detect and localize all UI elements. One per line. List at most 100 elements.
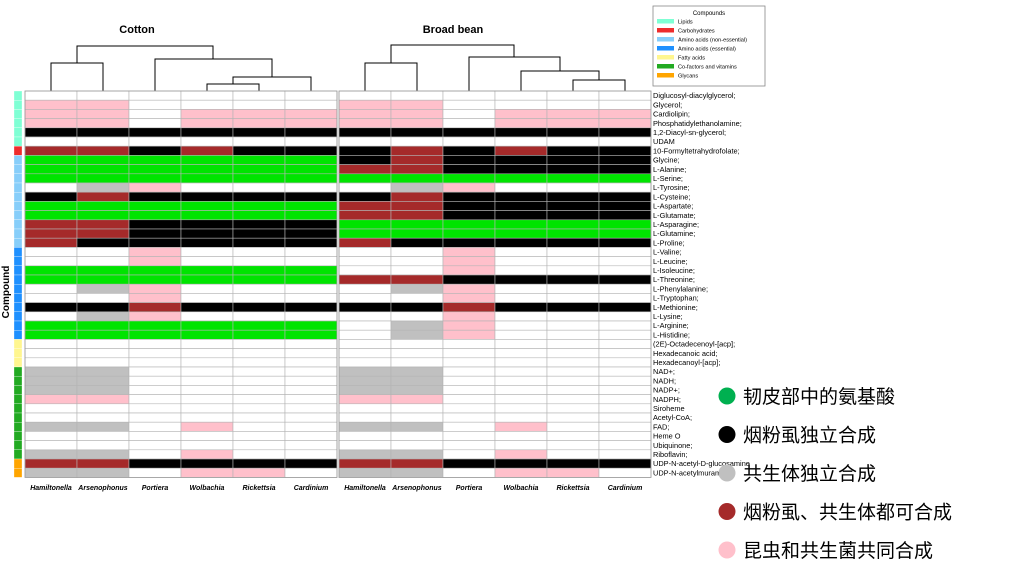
row-label: L-Phenylalanine; bbox=[653, 284, 708, 293]
heatmap-cell bbox=[232, 219, 286, 230]
row-label: L-Threonine; bbox=[653, 275, 695, 284]
heatmap-cell bbox=[284, 293, 338, 303]
heatmap-cell bbox=[442, 164, 496, 175]
heatmap-cell bbox=[546, 283, 600, 294]
heatmap-cell bbox=[598, 155, 652, 165]
heatmap-cell bbox=[494, 366, 548, 377]
heatmap-cell bbox=[76, 90, 130, 101]
row-label: Glycine; bbox=[653, 156, 680, 165]
heatmap-cell bbox=[338, 458, 392, 469]
heatmap-cell bbox=[390, 421, 444, 432]
heatmap-cell bbox=[494, 256, 548, 267]
heatmap-cell bbox=[284, 136, 338, 147]
category-cell bbox=[13, 376, 23, 386]
category-cell bbox=[13, 320, 23, 331]
heatmap-cell bbox=[390, 348, 444, 359]
legend-swatch bbox=[657, 19, 674, 24]
panel-title-broad-bean: Broad bean bbox=[423, 24, 484, 36]
heatmap-cell bbox=[390, 293, 444, 303]
heatmap-cell bbox=[128, 173, 182, 184]
heatmap-cell bbox=[76, 293, 130, 303]
heatmap-cell bbox=[338, 201, 392, 211]
heatmap-cell bbox=[232, 136, 286, 147]
heatmap-cell bbox=[390, 283, 444, 294]
row-label: L-Leucine; bbox=[653, 257, 688, 266]
heatmap-cell bbox=[128, 136, 182, 147]
heatmap-cell bbox=[494, 357, 548, 368]
row-label: L-Arginine; bbox=[653, 321, 689, 330]
heatmap-cell bbox=[442, 339, 496, 349]
column-label: Hamiltonella bbox=[344, 485, 386, 492]
legend-title: Compounds bbox=[693, 11, 725, 17]
heatmap-cell bbox=[284, 311, 338, 322]
column-label: Wolbachia bbox=[190, 485, 225, 492]
heatmap-cell bbox=[494, 339, 548, 349]
heatmap-cell bbox=[598, 228, 652, 239]
heatmap-cell bbox=[494, 247, 548, 257]
heatmap-cell bbox=[338, 256, 392, 267]
heatmap-cell bbox=[284, 182, 338, 193]
heatmap-cell bbox=[390, 440, 444, 451]
row-label: Hexadecanoyl-[acp]; bbox=[653, 358, 720, 367]
heatmap-cell bbox=[598, 109, 652, 119]
heatmap-cell bbox=[76, 256, 130, 267]
heatmap-cell bbox=[390, 201, 444, 211]
heatmap-cell bbox=[546, 136, 600, 147]
heatmap-cell bbox=[598, 164, 652, 175]
heatmap-cell bbox=[128, 302, 182, 313]
heatmap-cell bbox=[128, 357, 182, 368]
heatmap-cell bbox=[24, 99, 78, 110]
heatmap-frame bbox=[24, 90, 338, 478]
column-label: Wolbachia bbox=[504, 485, 539, 492]
heatmap-cell bbox=[494, 90, 548, 101]
heatmap-cell bbox=[598, 201, 652, 211]
legend-swatch bbox=[657, 37, 674, 42]
heatmap-cell bbox=[338, 191, 392, 202]
heatmap-cell bbox=[390, 412, 444, 423]
dendrogram-branch bbox=[76, 45, 214, 63]
heatmap-cell bbox=[232, 247, 286, 257]
heatmap-cell bbox=[546, 311, 600, 322]
heatmap-cell bbox=[180, 109, 234, 119]
heatmap-cell bbox=[338, 366, 392, 377]
row-label: Siroheme bbox=[653, 404, 685, 413]
heatmap-cell bbox=[24, 155, 78, 165]
heatmap-cell bbox=[180, 210, 234, 221]
heatmap-cell bbox=[128, 145, 182, 156]
heatmap-cell bbox=[232, 201, 286, 211]
heatmap-cell bbox=[442, 201, 496, 211]
heatmap-cell bbox=[598, 191, 652, 202]
legend-swatch bbox=[657, 64, 674, 69]
heatmap-cell bbox=[598, 118, 652, 129]
heatmap-cell bbox=[546, 155, 600, 165]
heatmap-cell bbox=[494, 109, 548, 119]
heatmap-cell bbox=[232, 431, 286, 441]
heatmap-cell bbox=[546, 109, 600, 119]
heatmap-cell bbox=[180, 293, 234, 303]
heatmap-cell bbox=[24, 449, 78, 460]
category-cell bbox=[13, 146, 23, 156]
dendrogram-broad-bean bbox=[364, 44, 626, 91]
row-label: UDP-N-acetylmuramate bbox=[653, 468, 731, 477]
heatmap-cell bbox=[76, 357, 130, 368]
heatmap-cell bbox=[284, 256, 338, 267]
heatmap-cell bbox=[442, 394, 496, 405]
heatmap-cell bbox=[232, 283, 286, 294]
heatmap-cell bbox=[494, 274, 548, 285]
heatmap-cell bbox=[24, 256, 78, 267]
legend-label: Co-factors and vitamins bbox=[678, 65, 737, 71]
legend-label: Amino acids (essential) bbox=[678, 47, 736, 53]
heatmap-cell bbox=[24, 136, 78, 147]
heatmap-cell bbox=[128, 348, 182, 359]
category-cell bbox=[13, 164, 23, 174]
heatmap-cell bbox=[442, 283, 496, 294]
heatmap-cell bbox=[390, 191, 444, 202]
heatmap-cell bbox=[338, 164, 392, 175]
category-cell bbox=[13, 274, 23, 285]
heatmap-cell bbox=[442, 90, 496, 101]
legend-label: Lipids bbox=[678, 20, 693, 26]
heatmap-cell bbox=[24, 283, 78, 294]
heatmap-cell bbox=[546, 458, 600, 469]
heatmap-cell bbox=[180, 201, 234, 211]
heatmap-cell bbox=[284, 385, 338, 395]
